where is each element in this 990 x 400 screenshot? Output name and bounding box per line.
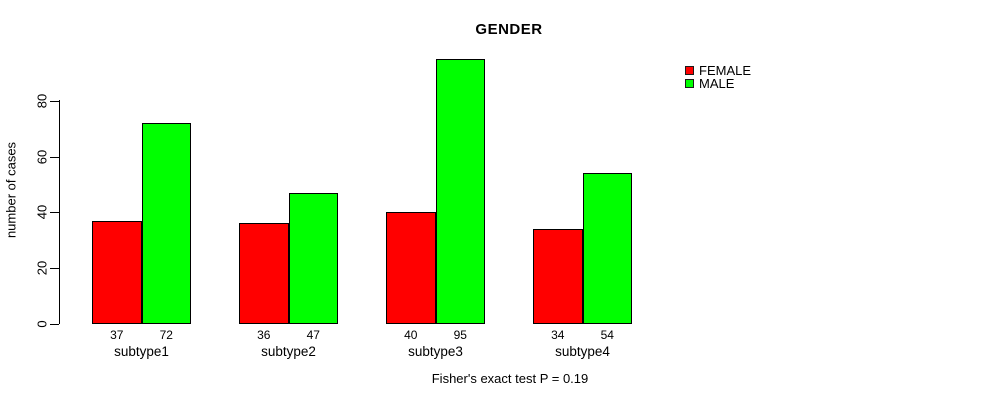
bar-subtype1-male (141, 123, 191, 324)
bar-subtype4-male (582, 173, 632, 324)
y-tick-label-20: 20 (34, 260, 50, 276)
legend-item-female: FEMALE (685, 64, 751, 77)
fishers-test-annotation: Fisher's exact test P = 0.19 (431, 371, 589, 386)
bar-subtype2-male (288, 192, 338, 324)
bar-subtype3-male (435, 59, 485, 324)
value-label-subtype3-female: 40 (404, 328, 418, 342)
y-axis-label: number of cases (3, 141, 19, 239)
value-label-subtype2-male: 47 (306, 328, 320, 342)
y-tick-60 (50, 156, 59, 158)
bar-subtype3-female (386, 212, 436, 324)
y-tick-label-80: 80 (34, 93, 50, 109)
category-label-subtype4: subtype4 (555, 344, 610, 359)
value-label-subtype3-male: 95 (453, 328, 467, 342)
y-tick-label-0: 0 (34, 319, 50, 328)
y-tick-label-60: 60 (34, 149, 50, 164)
y-tick-40 (50, 212, 59, 214)
category-label-subtype2: subtype2 (261, 344, 316, 359)
category-label-subtype1: subtype1 (114, 344, 169, 359)
bar-subtype4-female (533, 228, 583, 324)
legend-swatch-female (685, 66, 694, 75)
legend-label-male: MALE (699, 76, 735, 91)
value-label-subtype1-male: 72 (159, 328, 173, 342)
legend-item-male: MALE (685, 77, 751, 90)
bar-subtype1-female (92, 220, 142, 324)
legend-swatch-male (685, 79, 694, 88)
legend-label-female: FEMALE (699, 63, 752, 78)
y-tick-label-40: 40 (34, 205, 50, 220)
chart-title: GENDER (475, 21, 543, 38)
bar-subtype2-female (239, 223, 289, 324)
y-axis-line (59, 100, 60, 324)
legend: FEMALE MALE (685, 64, 751, 90)
y-tick-0 (50, 323, 59, 325)
value-label-subtype4-male: 54 (600, 328, 614, 342)
value-label-subtype1-female: 37 (110, 328, 124, 342)
value-label-subtype4-female: 34 (551, 328, 565, 342)
category-label-subtype3: subtype3 (408, 344, 463, 359)
y-tick-80 (50, 101, 59, 103)
y-tick-20 (50, 267, 59, 269)
value-label-subtype2-female: 36 (257, 328, 271, 342)
